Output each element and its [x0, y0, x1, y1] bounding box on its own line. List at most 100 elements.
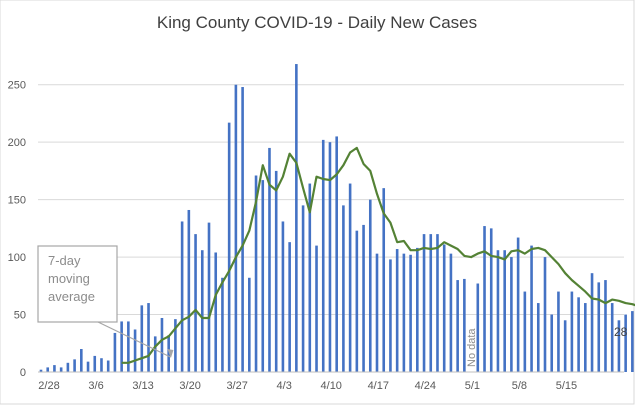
- bar: [147, 303, 150, 372]
- bar: [66, 362, 70, 372]
- bar: [368, 199, 372, 372]
- bars: [39, 64, 634, 373]
- bar: [93, 355, 97, 372]
- bar: [597, 282, 601, 372]
- bar: [221, 277, 224, 372]
- bar: [409, 254, 412, 372]
- bar: [234, 84, 238, 373]
- x-tick-label: 4/17: [368, 380, 389, 392]
- bar: [153, 336, 157, 372]
- moving-average-callout-box: [37, 245, 118, 323]
- moving-average-line: [121, 146, 635, 364]
- bar: [39, 369, 43, 372]
- x-tick-label: 5/1: [465, 380, 480, 392]
- bar: [59, 367, 63, 372]
- bar: [543, 257, 547, 372]
- bar: [402, 253, 406, 372]
- no-data-label: No data: [466, 328, 478, 367]
- y-tick-label: 0: [20, 367, 26, 379]
- bar: [187, 209, 191, 372]
- bar: [416, 247, 419, 372]
- axes: 0 50 100 150 200 250 2/28 3/6 3/13 3/20 3/27 4/3 4/1…: [8, 80, 624, 392]
- bar: [610, 303, 614, 372]
- bar: [227, 122, 231, 372]
- bar: [395, 249, 399, 372]
- bar: [301, 205, 305, 372]
- bar: [241, 87, 244, 372]
- bar: [295, 64, 298, 372]
- moving-average-callout-text: 7-day: [48, 253, 81, 268]
- bar: [456, 280, 459, 372]
- bar: [315, 245, 318, 372]
- x-tick-label: 4/10: [321, 380, 342, 392]
- bar: [530, 245, 533, 372]
- bar: [590, 273, 594, 372]
- bar: [335, 136, 338, 372]
- bar: [516, 237, 520, 372]
- bar: [429, 234, 433, 372]
- bar: [274, 170, 278, 372]
- bar: [617, 320, 621, 372]
- bar: [200, 250, 204, 372]
- bar: [160, 317, 164, 372]
- bar: [261, 180, 265, 372]
- x-tick-label: 5/8: [512, 380, 527, 392]
- bar: [496, 250, 500, 372]
- callout-arrow-head: [167, 349, 174, 358]
- moving-average-callout-text: average: [48, 289, 95, 304]
- bar: [536, 303, 540, 372]
- bar: [207, 222, 211, 372]
- bar: [321, 139, 325, 372]
- x-tick-label: 2/28: [38, 380, 59, 392]
- bar: [631, 311, 634, 372]
- bar: [100, 358, 103, 372]
- y-tick-label: 200: [8, 137, 26, 149]
- callout-arrow-line: [97, 321, 171, 358]
- bar: [140, 305, 144, 372]
- bar: [489, 228, 493, 372]
- bar: [577, 297, 580, 372]
- bar: [510, 257, 513, 372]
- bar: [389, 259, 392, 372]
- bar: [86, 361, 90, 372]
- bar: [342, 205, 345, 372]
- bar: [563, 320, 567, 372]
- bar: [355, 230, 359, 372]
- bar: [73, 359, 76, 372]
- x-tick-label: 4/24: [415, 380, 436, 392]
- bar: [422, 234, 426, 372]
- x-tick-label: 3/27: [226, 380, 247, 392]
- x-tick-label: 5/15: [556, 380, 577, 392]
- bar: [550, 314, 554, 372]
- bar: [348, 183, 352, 372]
- bar: [194, 234, 197, 372]
- bar: [80, 349, 83, 372]
- bar: [248, 277, 251, 372]
- bar: [214, 252, 218, 372]
- bar: [442, 244, 446, 372]
- bar: [483, 226, 486, 372]
- bar: [584, 303, 587, 372]
- bar: [449, 253, 453, 372]
- x-tick-label: 3/6: [88, 380, 103, 392]
- bar: [328, 142, 332, 372]
- bar: [523, 291, 527, 372]
- chart-title: King County COVID-19 - Daily New Cases: [157, 13, 477, 32]
- y-tick-label: 250: [8, 80, 26, 92]
- bar: [133, 329, 137, 372]
- annotations: 7-day moving average No data 28: [37, 245, 628, 367]
- bar: [362, 224, 365, 372]
- moving-average-series-line: [121, 146, 635, 364]
- bar: [604, 280, 607, 372]
- bar: [281, 221, 285, 372]
- bar: [254, 175, 258, 372]
- bar: [463, 278, 466, 372]
- bar: [268, 147, 271, 372]
- bar: [106, 360, 110, 372]
- bar: [557, 291, 560, 372]
- bar: [288, 242, 291, 372]
- moving-average-callout-text: moving: [48, 271, 90, 286]
- last-value-label: 28: [614, 325, 628, 339]
